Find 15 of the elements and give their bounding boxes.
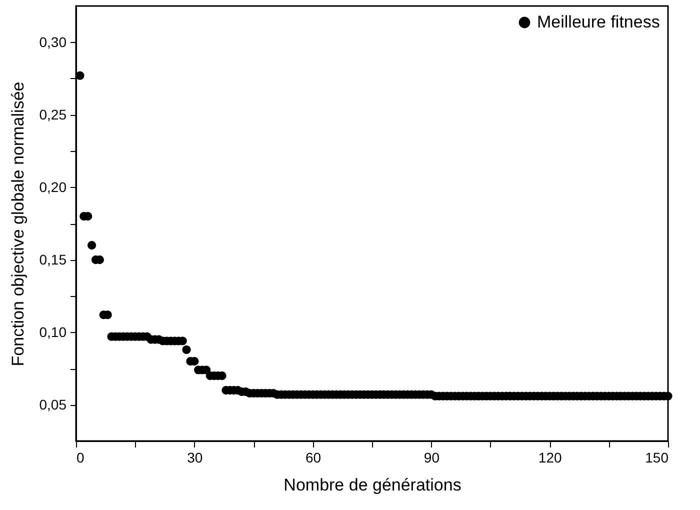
x-tick-label: 150: [645, 450, 669, 466]
x-tick-label: 90: [424, 450, 440, 466]
x-tick-label: 120: [538, 450, 562, 466]
x-tick-label: 0: [76, 450, 84, 466]
x-axis-title: Nombre de générations: [284, 476, 462, 494]
x-tick-label: 60: [306, 450, 322, 466]
y-axis-title: Fonction objective globale normalisée: [8, 82, 28, 366]
y-tick-label: 0,30: [39, 34, 67, 50]
y-tick-label: 0,15: [39, 251, 67, 268]
y-tick-label: 0,25: [39, 106, 67, 122]
x-tick-label: 30: [187, 450, 203, 466]
y-tick-label: 0,05: [39, 396, 67, 412]
y-tick-label: 0,20: [39, 178, 67, 195]
legend-label: Meilleure fitness: [537, 12, 660, 32]
y-tick-label: 0,10: [39, 324, 67, 340]
